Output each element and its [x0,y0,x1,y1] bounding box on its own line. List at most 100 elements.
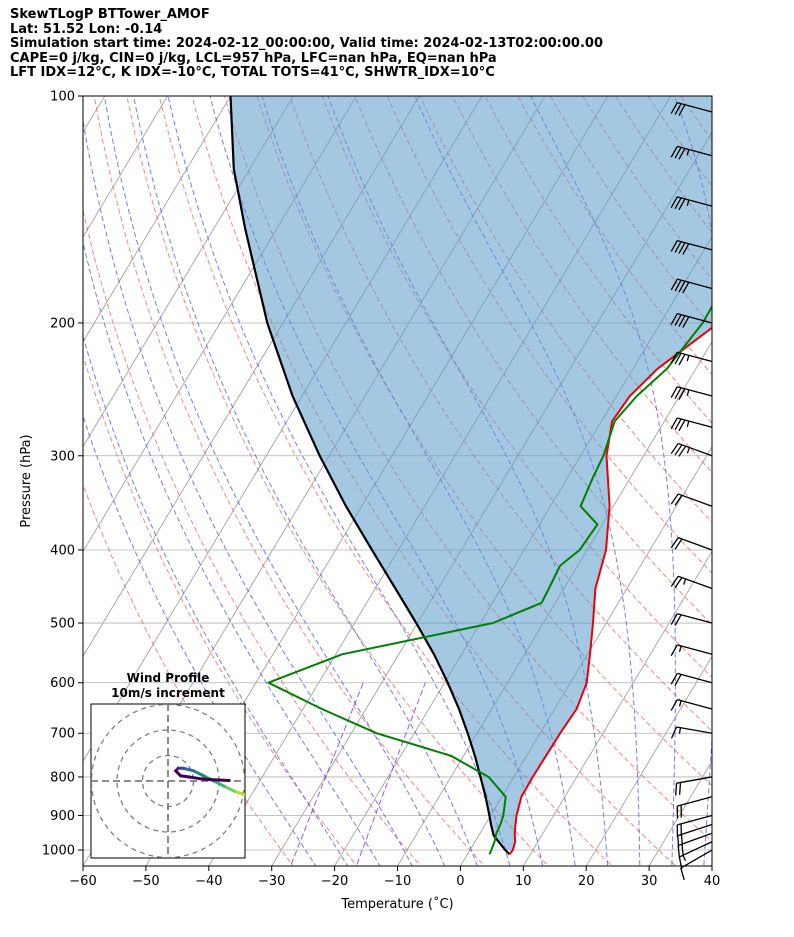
hodograph-segment [181,766,195,773]
barb-flag [674,674,682,686]
barb-half [686,355,690,362]
barb-shaft [677,537,713,551]
barb-flag [674,197,682,210]
cin-shading [230,96,712,850]
barb-flag [670,313,678,325]
dry-adiabat [734,79,794,881]
dry-adiabat [126,96,550,866]
moist-adiabat [530,96,676,866]
wind-barb [670,386,713,400]
mixing-ratio-line [355,682,426,866]
barb-shaft [676,776,713,784]
barb-flag [670,613,678,625]
hodograph-segment [217,778,231,782]
header: SkewTLogP BTTower_AMOF Lat: 51.52 Lon: -… [10,7,603,81]
hodograph-segment [207,777,221,782]
isotherm-line [711,865,712,866]
wind-barb [670,537,713,551]
wind-barb [675,776,713,796]
barb-flag [675,783,678,796]
barb-flag [678,104,686,116]
barb-flag [678,419,686,432]
barb-flag [678,242,686,254]
barb-flag [677,835,680,849]
barb-flag [678,148,686,160]
barb-flag [670,443,679,455]
moist-adiabat [103,96,446,866]
barb-shaft [677,442,713,457]
isotherm-line [522,550,712,866]
barb-half [686,199,690,206]
moist-adiabat [83,334,349,866]
y-axis-label: Pressure (hPa) [19,434,34,527]
x-tick-label: −50 [132,874,159,889]
barb-half [686,149,690,156]
wind-barb [670,278,713,294]
dry-adiabat [701,79,794,881]
header-indices: LFT IDX=12°C, K IDX=-10°C, TOTAL TOTS=41… [10,65,495,81]
x-tick-label: −10 [384,874,411,889]
barb-shaft [677,814,713,826]
barb-flag [670,644,678,657]
barb-flag [670,278,678,291]
dry-adiabat [93,96,486,866]
y-tick-label: 700 [50,727,75,742]
x-tick-label: 40 [704,874,721,889]
barb-shaft [680,849,713,869]
parcel-profile-line [229,96,511,856]
barb-flag [674,538,683,550]
wind-barb [670,613,713,626]
wind-barb [670,644,713,657]
barb-flag [670,351,678,364]
barb-flag [674,314,682,326]
barb-half [678,727,682,734]
barb-shaft [677,102,713,113]
barb-shaft [677,796,713,807]
isotherm-line [83,96,294,448]
barb-shaft [677,699,713,710]
barb-flag [678,353,686,366]
x-tick-label: 0 [456,874,464,889]
wind-barb [670,196,713,211]
header-title: SkewTLogP BTTower_AMOF [10,7,210,22]
barb-flag [670,196,678,208]
x-tick-label: 30 [641,874,658,889]
barb-shaft [677,145,713,157]
wind-barb [670,313,713,328]
barb-flag [674,444,683,456]
barb-flag [674,387,682,399]
barb-shaft [677,613,713,624]
hodograph-segment [222,784,236,793]
barb-flag [670,673,678,685]
barb-half [683,578,687,585]
header-times: Simulation start time: 2024-02-12_00:00:… [10,36,603,52]
barb-flag [678,315,686,327]
barb-shaft [677,239,713,251]
barb-flag [670,146,678,158]
wind-barb [670,102,713,116]
wind-barb [676,796,713,819]
isotherm-line [83,96,169,238]
wind-barb [676,814,713,838]
hodograph-segment [186,775,201,780]
barb-flag [670,240,678,252]
isotherm-line [397,341,712,866]
barb-flag [670,493,679,505]
barb-flag [674,241,682,253]
barb-shaft [677,196,713,207]
barb-half [678,700,682,707]
barb-flag [670,575,679,587]
barb-shaft [677,575,713,590]
barb-flag [680,834,684,847]
wind-barbs [670,102,713,881]
barb-flag [670,417,678,430]
x-tick-label: −20 [321,874,348,889]
x-tick-label: 20 [578,874,595,889]
barb-shaft [677,832,713,847]
barb-flag [680,867,685,881]
barb-half [686,447,691,454]
y-tick-label: 200 [50,316,75,331]
y-tick-label: 100 [50,90,75,105]
barb-flag [674,418,682,431]
